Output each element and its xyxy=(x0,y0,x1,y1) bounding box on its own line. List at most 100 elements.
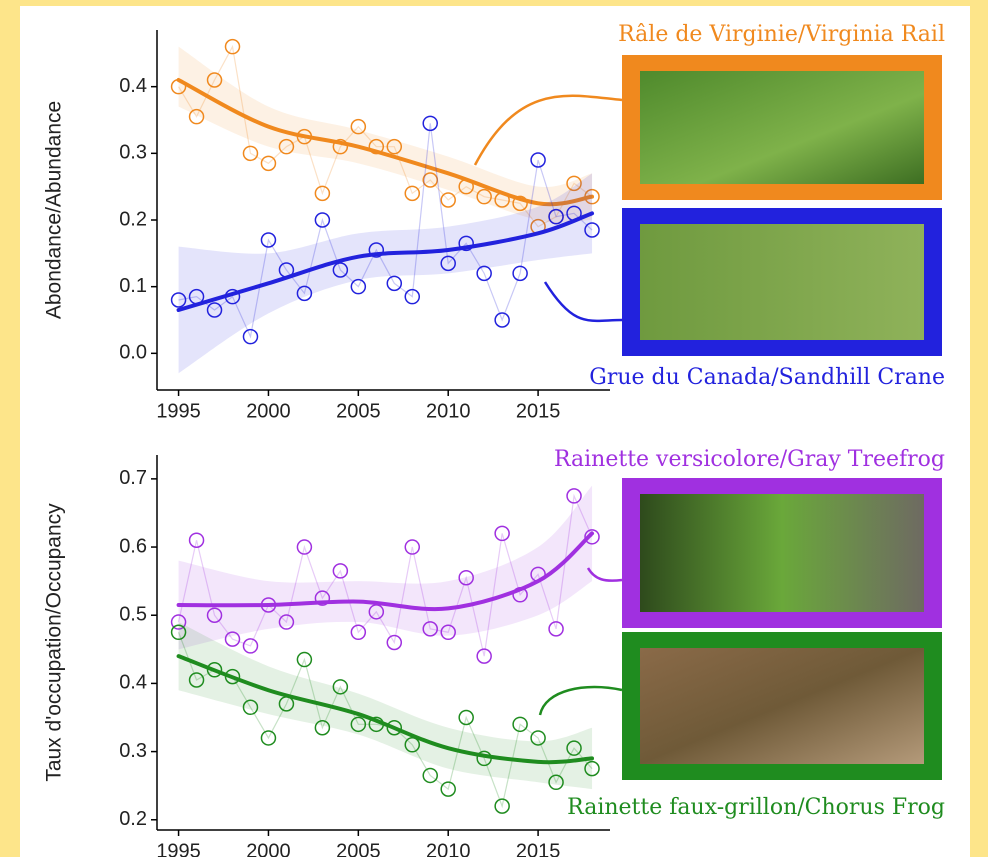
y-tick-label: 0.4 xyxy=(119,672,147,694)
data-point xyxy=(530,730,546,746)
data-point xyxy=(458,709,474,726)
species-label: Grue du Canada/Sandhill Crane xyxy=(589,365,945,390)
trend-line xyxy=(176,211,595,312)
connector xyxy=(473,94,623,166)
y-tick-label: 0.1 xyxy=(119,275,147,297)
data-point xyxy=(476,750,492,767)
confidence-band xyxy=(178,485,593,650)
species-label: Râle de Virginie/Virginia Rail xyxy=(618,22,945,47)
data-point xyxy=(368,716,385,733)
y-axis-label: Taux d'occupation/Occupancy xyxy=(43,503,66,782)
connector xyxy=(543,281,623,323)
confidence-band xyxy=(178,173,593,374)
data-point xyxy=(386,719,403,736)
data-point xyxy=(512,587,528,603)
data-point xyxy=(422,115,438,132)
data-point xyxy=(350,118,367,135)
trend-line xyxy=(176,531,595,612)
data-point xyxy=(584,760,600,777)
confidence-band xyxy=(178,622,593,790)
x-tick-label: 1995 xyxy=(156,840,201,857)
data-point xyxy=(566,175,582,192)
connector xyxy=(586,567,623,582)
data-point xyxy=(548,774,564,791)
data-point xyxy=(494,798,510,814)
data-point xyxy=(458,178,474,195)
data-point xyxy=(566,740,582,756)
data-point xyxy=(170,614,187,630)
x-tick-label: 2005 xyxy=(336,840,381,857)
data-point xyxy=(476,188,492,205)
data-point xyxy=(206,607,223,623)
data-point xyxy=(440,192,456,208)
data-point xyxy=(224,288,241,305)
data-point xyxy=(188,672,205,688)
data-point xyxy=(314,185,331,202)
data-point xyxy=(440,624,456,641)
data-point xyxy=(458,569,474,586)
data-point xyxy=(242,145,259,162)
data-point xyxy=(530,152,546,168)
data-point xyxy=(512,716,528,733)
data-point xyxy=(242,638,259,654)
data-point xyxy=(206,662,223,678)
y-tick-label: 0.4 xyxy=(119,75,147,97)
data-point xyxy=(188,532,205,548)
data-point xyxy=(296,285,313,302)
data-point xyxy=(278,614,295,630)
y-tick-label: 0.7 xyxy=(119,467,147,489)
data-point xyxy=(350,278,367,295)
data-point xyxy=(512,265,528,282)
x-tick-label: 2015 xyxy=(516,840,561,857)
data-point xyxy=(278,262,295,278)
trend-line xyxy=(176,78,595,207)
photo xyxy=(640,494,924,612)
species-label: Rainette versicolore/Gray Treefrog xyxy=(554,447,945,472)
y-axis-label: Abondance/Abundance xyxy=(43,101,66,319)
series-line xyxy=(177,493,593,657)
photo xyxy=(640,224,924,340)
data-point xyxy=(566,488,582,504)
data-point xyxy=(404,185,421,202)
y-tick-label: 0.3 xyxy=(119,142,147,164)
data-point xyxy=(278,138,295,155)
data-point xyxy=(476,265,492,282)
y-tick-label: 0.6 xyxy=(119,535,147,557)
data-point xyxy=(296,651,313,668)
x-tick-label: 2010 xyxy=(426,840,471,857)
data-point xyxy=(260,730,277,746)
data-point xyxy=(170,292,187,308)
y-tick-label: 0.0 xyxy=(119,342,147,364)
data-point xyxy=(188,108,205,125)
data-point xyxy=(440,255,456,272)
data-point xyxy=(296,539,313,555)
data-point xyxy=(386,634,403,651)
y-tick-label: 0.2 xyxy=(119,808,147,830)
data-point xyxy=(242,699,259,716)
data-point xyxy=(476,648,492,664)
species-label: Rainette faux-grillon/Chorus Frog xyxy=(567,795,945,820)
data-point xyxy=(404,539,421,555)
data-point xyxy=(368,604,385,620)
data-point xyxy=(584,188,600,205)
x-tick-label: 2000 xyxy=(246,400,291,422)
data-point xyxy=(224,668,241,685)
x-tick-label: 2005 xyxy=(336,400,381,422)
data-point xyxy=(296,128,313,145)
data-point xyxy=(314,719,331,736)
data-point xyxy=(170,78,187,95)
data-point xyxy=(332,262,349,278)
data-point xyxy=(494,525,510,542)
data-point xyxy=(566,205,582,222)
data-point xyxy=(314,590,331,606)
photo xyxy=(640,71,924,184)
data-point xyxy=(404,288,421,305)
data-point xyxy=(386,138,403,155)
data-point xyxy=(368,138,385,155)
data-point xyxy=(548,621,564,637)
y-tick-label: 0.2 xyxy=(119,208,147,230)
data-point xyxy=(584,529,600,545)
data-point xyxy=(206,72,223,88)
data-point xyxy=(260,155,277,172)
